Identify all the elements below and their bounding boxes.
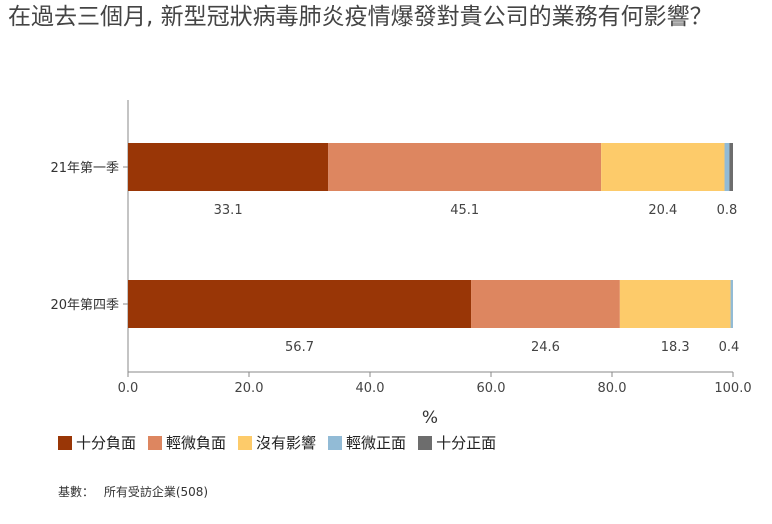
- legend-label: 輕微負面: [166, 434, 227, 452]
- bar-segment: [128, 143, 329, 191]
- data-label: 20.4: [648, 203, 677, 218]
- x-tick-label: 80.0: [598, 381, 627, 396]
- bar-segment: [729, 143, 733, 191]
- bar-segment: [128, 280, 472, 328]
- legend-label: 沒有影響: [256, 434, 317, 452]
- legend: 十分負面 輕微負面 沒有影響 輕微正面 十分正面: [58, 432, 496, 453]
- legend-label: 十分負面: [76, 434, 137, 452]
- data-label: 18.3: [661, 340, 690, 355]
- legend-label: 輕微正面: [346, 434, 407, 452]
- base-value: 所有受訪企業(508): [103, 485, 209, 499]
- x-tick-label: 20.0: [235, 381, 264, 396]
- legend-item: 十分正面: [418, 432, 496, 453]
- bar-segment: [730, 280, 733, 328]
- data-label: 0.8: [717, 203, 738, 218]
- category-label: 20年第四季: [50, 298, 119, 313]
- legend-swatch: [148, 435, 163, 450]
- bar-segment: [724, 143, 730, 191]
- x-tick-label: 100.0: [714, 381, 751, 396]
- data-label: 33.1: [214, 203, 243, 218]
- bar-segment: [471, 280, 620, 328]
- legend-item: 輕微正面: [328, 432, 406, 453]
- legend-swatch: [58, 435, 72, 450]
- legend-item: 輕微負面: [148, 432, 226, 453]
- data-label: 56.7: [285, 340, 314, 355]
- data-label: 45.1: [450, 203, 479, 218]
- data-label: 24.6: [531, 340, 560, 355]
- legend-swatch: [328, 435, 343, 450]
- base-note: 基數： 所有受訪企業(508): [58, 483, 214, 500]
- base-label: 基數：: [58, 485, 95, 499]
- legend-item: 十分負面: [58, 432, 136, 453]
- x-tick-label: 60.0: [477, 381, 506, 396]
- chart-title: 在過去三個月, 新型冠狀病毒肺炎疫情爆發對貴公司的業務有何影響？: [8, 4, 713, 30]
- bar-segment: [328, 143, 602, 191]
- legend-label: 十分正面: [436, 434, 497, 452]
- legend-swatch: [418, 435, 433, 450]
- x-tick-label: 0.0: [118, 381, 139, 396]
- category-label: 21年第一季: [50, 161, 119, 176]
- legend-item: 沒有影響: [238, 432, 316, 453]
- legend-swatch: [238, 435, 253, 450]
- bar-segment: [601, 143, 725, 191]
- bar-segment: [619, 280, 731, 328]
- data-label: 0.4: [719, 340, 740, 355]
- x-axis-title: %: [422, 408, 438, 428]
- x-tick-label: 40.0: [356, 381, 385, 396]
- stacked-bar-chart: 0.0 20.0 40.0 60.0 80.0 100.0% 21年第一季 33.1 45.1 2…: [50, 100, 752, 428]
